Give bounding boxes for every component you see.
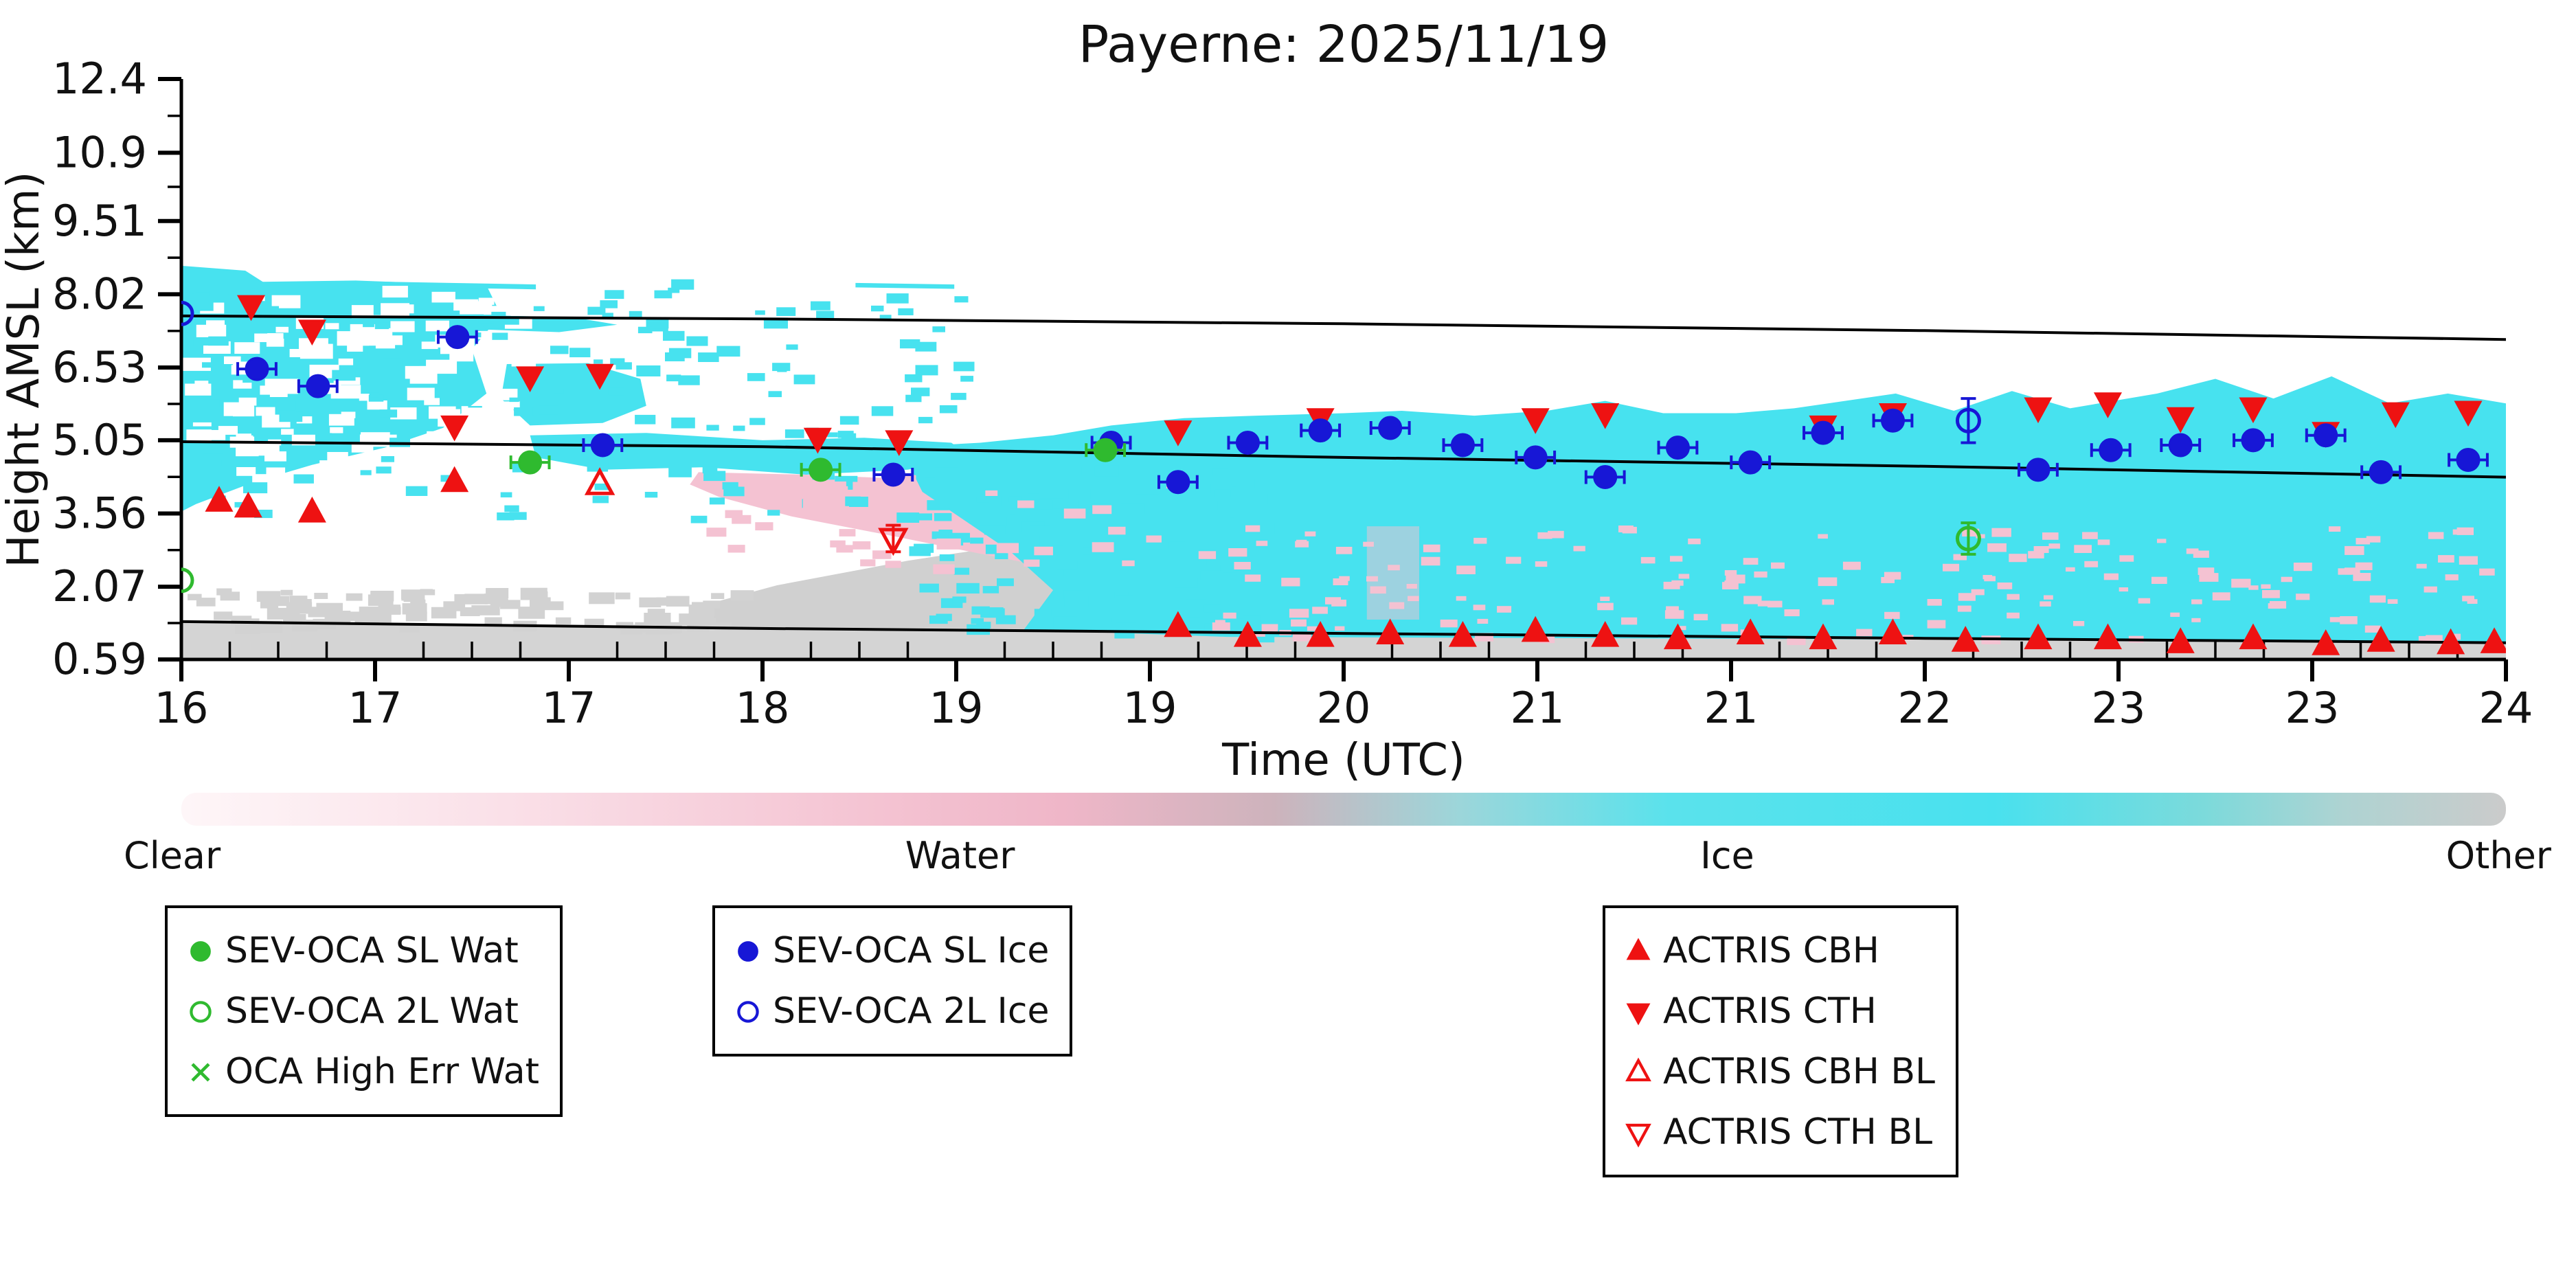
colorbar-label-other: Other <box>2445 834 2551 877</box>
x-tick-label: 23 <box>2092 683 2146 733</box>
y-tick-label: 8.02 <box>52 269 147 319</box>
legend-item: ACTRIS CBH <box>1622 920 1935 981</box>
classification-regions <box>181 265 2506 659</box>
x-tick-label: 21 <box>1511 683 1565 733</box>
legend-item: ACTRIS CTH BL <box>1622 1102 1935 1162</box>
axes: 16 17 17 18 19 19 20 21 21 22 23 23 24 0.59 2.07 3.56 5.… <box>52 54 2533 733</box>
circle-marker-icon <box>738 941 758 962</box>
circle-marker-icon <box>190 1001 212 1023</box>
x-tick-label: 19 <box>929 683 984 733</box>
x-tick-label: 16 <box>155 683 209 733</box>
legend-item-label: SEV-OCA SL Ice <box>773 930 1050 971</box>
legend-item: SEV-OCA SL Wat <box>184 920 539 981</box>
x-tick-label: 18 <box>736 683 790 733</box>
colorbar-label-clear: Clear <box>124 834 221 877</box>
circle-marker-icon <box>737 1001 759 1023</box>
triangle-up-marker-icon <box>1625 1057 1651 1082</box>
classification-colorbar <box>181 793 2506 826</box>
x-tick-label: 23 <box>2285 683 2340 733</box>
triangle-down-marker-icon <box>1626 1003 1651 1026</box>
legend-item: OCA High Err Wat <box>184 1041 539 1102</box>
legend-item-label: SEV-OCA SL Wat <box>225 930 519 971</box>
circle-marker-icon <box>190 941 211 962</box>
legend-item: ACTRIS CTH <box>1622 981 1935 1041</box>
legend-item-label: OCA High Err Wat <box>225 1051 539 1092</box>
y-tick-label: 10.9 <box>52 127 147 177</box>
legend-item-label: ACTRIS CTH BL <box>1663 1111 1933 1153</box>
y-tick-label: 5.05 <box>52 415 147 465</box>
data-markers <box>181 295 2506 655</box>
x-tick-label: 24 <box>2479 683 2533 733</box>
x-tick-label: 17 <box>348 683 403 733</box>
time-height-plot: Payerne: 2025/11/19 Time (UTC) Height AM… <box>0 15 2533 786</box>
x-tick-label: 19 <box>1123 683 1177 733</box>
x-tick-label: 21 <box>1704 683 1759 733</box>
x-marker-icon <box>191 1063 210 1082</box>
series-sev-oca-2l-wat <box>181 521 1981 594</box>
y-tick-label: 9.51 <box>52 196 147 246</box>
legend-box-1: SEV-OCA SL Wat SEV-OCA 2L Wat OCA High Err… <box>165 905 563 1117</box>
model-isolines <box>181 314 2506 644</box>
legend-item: ACTRIS CBH BL <box>1622 1041 1935 1102</box>
series-sev-oca-sl-wat <box>509 438 1127 482</box>
series-actris-cbh <box>205 466 2506 655</box>
y-tick-label: 3.56 <box>52 488 147 538</box>
chart-title: Payerne: 2025/11/19 <box>1078 15 1609 74</box>
legend-item-label: SEV-OCA 2L Ice <box>773 991 1050 1032</box>
colorbar-label-water: Water <box>905 834 1015 877</box>
colorbar-label-ice: Ice <box>1699 834 1754 877</box>
y-tick-label: 12.4 <box>52 54 147 104</box>
legend-item: SEV-OCA SL Ice <box>732 920 1049 981</box>
legend-item: SEV-OCA 2L Wat <box>184 981 539 1041</box>
series-actris-cbh-bl <box>584 467 615 495</box>
legend-item: SEV-OCA 2L Ice <box>732 981 1049 1041</box>
legend-box-2: SEV-OCA SL Ice SEV-OCA 2L Ice <box>712 905 1073 1057</box>
series-actris-cth-bl <box>878 523 909 556</box>
legend-item-label: ACTRIS CBH BL <box>1663 1051 1935 1092</box>
plot-generated-content: 16 17 17 18 19 19 20 21 21 22 23 23 24 0.59 2.07 3.56 5.… <box>52 54 2533 733</box>
y-tick-label: 2.07 <box>52 561 147 611</box>
legend-item-label: SEV-OCA 2L Wat <box>225 991 519 1032</box>
triangle-down-marker-icon <box>1625 1123 1651 1148</box>
x-axis-label: Time (UTC) <box>1221 735 1465 786</box>
series-sev-oca-2l-ice <box>181 300 1981 444</box>
legend-item-label: ACTRIS CTH <box>1663 991 1877 1032</box>
x-tick-label: 22 <box>1898 683 1952 733</box>
y-axis-label: Height AMSL (km) <box>0 172 49 568</box>
triangle-up-marker-icon <box>1626 938 1651 960</box>
series-sev-oca-sl-ice <box>236 325 2489 495</box>
x-tick-label: 17 <box>542 683 596 733</box>
y-tick-label: 6.53 <box>52 342 147 392</box>
legend-box-3: ACTRIS CBH ACTRIS CTH ACTRIS CBH BL ACTRIS … <box>1603 905 1958 1177</box>
y-tick-label: 0.59 <box>52 634 147 684</box>
legend-item-label: ACTRIS CBH <box>1663 930 1879 971</box>
x-tick-label: 20 <box>1317 683 1371 733</box>
